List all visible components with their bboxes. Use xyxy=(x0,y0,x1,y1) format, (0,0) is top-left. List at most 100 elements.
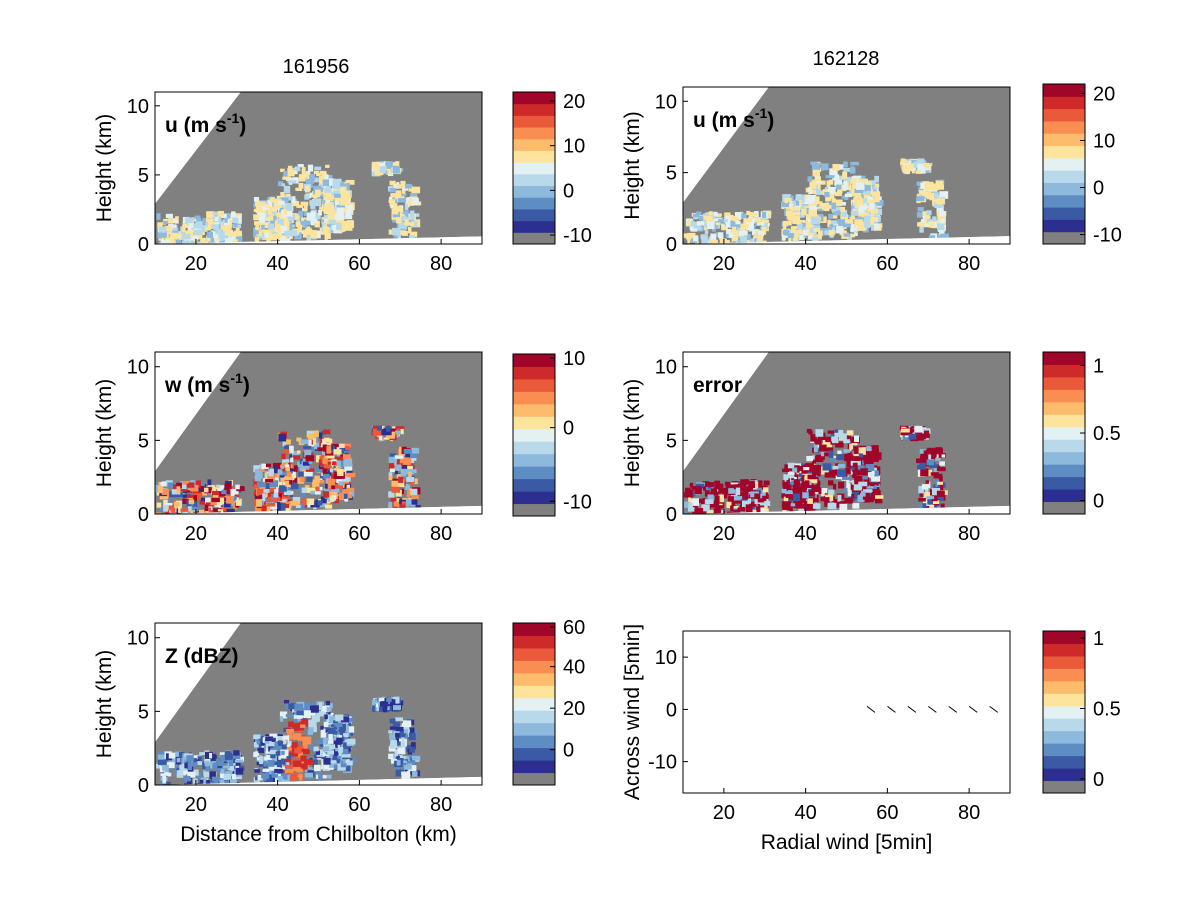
echo-cell xyxy=(266,199,276,206)
y-tick-label: 5 xyxy=(666,430,677,452)
echo-cell xyxy=(409,210,415,219)
echo-cell xyxy=(161,488,169,495)
echo-cell xyxy=(204,226,211,231)
echo-cell xyxy=(254,484,260,490)
echo-cell xyxy=(757,496,767,503)
echo-cell xyxy=(917,163,926,171)
echo-cell xyxy=(869,210,876,217)
echo-cell xyxy=(807,176,813,182)
echo-cell xyxy=(902,164,911,173)
x-tick-label: 20 xyxy=(713,802,735,824)
echo-cell xyxy=(156,213,161,220)
x-tick-label: 40 xyxy=(267,794,289,816)
echo-cell xyxy=(306,212,316,221)
echo-cell xyxy=(737,241,742,244)
echo-cell xyxy=(232,502,237,510)
echo-cell xyxy=(914,425,923,433)
colorbar-step xyxy=(513,162,555,175)
echo-cell xyxy=(312,759,318,767)
echo-cell xyxy=(787,195,794,201)
echo-cell xyxy=(254,469,259,473)
echo-cell xyxy=(168,228,175,234)
echo-cell xyxy=(938,223,945,231)
echo-cell xyxy=(395,717,404,721)
echo-cell xyxy=(916,458,923,464)
echo-cell xyxy=(292,723,298,731)
echo-cell xyxy=(191,217,196,221)
colorbar-tick-label: 20 xyxy=(563,698,585,720)
echo-cell xyxy=(904,159,908,163)
echo-cell xyxy=(409,231,418,238)
echo-cell xyxy=(919,226,924,233)
echo-cell xyxy=(808,213,817,220)
colorbar-tick-label: 1 xyxy=(1093,628,1104,650)
echo-cell xyxy=(406,476,415,482)
echo-cell xyxy=(922,503,927,510)
echo-cell xyxy=(278,433,287,442)
echo-cell xyxy=(309,173,316,181)
echo-cell xyxy=(346,472,356,478)
echo-cell xyxy=(393,205,402,210)
colorbar-missing xyxy=(513,503,555,517)
echo-cell xyxy=(805,212,810,217)
echo-cell xyxy=(346,760,353,766)
echo-cell xyxy=(401,501,409,505)
echo-cell xyxy=(257,747,265,754)
echo-cell xyxy=(333,725,337,730)
echo-cell xyxy=(233,755,237,764)
echo-cell xyxy=(394,469,399,475)
echo-cell xyxy=(328,219,337,225)
echo-cell xyxy=(747,217,757,224)
colorbar-step xyxy=(1043,170,1085,183)
echo-cell xyxy=(312,438,316,445)
echo-cell xyxy=(392,227,401,236)
echo-cell xyxy=(829,168,838,176)
echo-cell xyxy=(900,161,906,166)
echo-cell xyxy=(281,742,287,750)
echo-cell xyxy=(255,222,260,230)
echo-cell xyxy=(789,200,796,207)
echo-cell xyxy=(302,750,310,755)
echo-cell xyxy=(866,486,875,491)
echo-cell xyxy=(926,459,935,466)
echo-cell xyxy=(282,736,288,740)
echo-cell xyxy=(310,705,319,713)
echo-cell xyxy=(289,468,293,474)
echo-cell xyxy=(404,219,409,226)
echo-cell xyxy=(302,166,306,173)
echo-cell xyxy=(304,772,314,778)
echo-cell xyxy=(229,779,237,785)
echo-cell xyxy=(812,489,819,495)
echo-cell xyxy=(332,461,337,466)
echo-cell xyxy=(843,181,848,189)
colorbar-step xyxy=(1043,426,1085,440)
echo-cell xyxy=(296,437,302,442)
echo-cell xyxy=(710,491,719,496)
echo-cell xyxy=(862,190,867,196)
echo-cell xyxy=(812,503,821,509)
echo-cell xyxy=(785,480,795,488)
echo-cell xyxy=(721,223,726,229)
x-tick-label: 60 xyxy=(876,523,898,545)
echo-cell xyxy=(278,740,282,746)
echo-cell xyxy=(376,430,382,436)
echo-cell xyxy=(346,470,353,475)
colorbar-step xyxy=(1043,120,1085,134)
echo-cell xyxy=(409,473,415,477)
x-tick-label: 20 xyxy=(185,253,207,275)
echo-cell xyxy=(810,434,817,442)
colorbar-step xyxy=(1043,108,1085,122)
echo-cell xyxy=(410,453,418,459)
echo-cell xyxy=(199,499,208,505)
echo-cell xyxy=(232,217,239,223)
echo-cell xyxy=(404,183,412,189)
y-axis-label: Height (km) xyxy=(621,111,644,220)
panel-label-sup: -1 xyxy=(755,105,768,121)
echo-cell xyxy=(918,189,927,195)
echo-cell xyxy=(300,218,307,227)
echo-cell xyxy=(827,502,837,510)
echo-cell xyxy=(853,197,859,206)
echo-cell xyxy=(746,240,751,244)
echo-cell xyxy=(922,211,928,217)
echo-cell xyxy=(787,233,794,238)
